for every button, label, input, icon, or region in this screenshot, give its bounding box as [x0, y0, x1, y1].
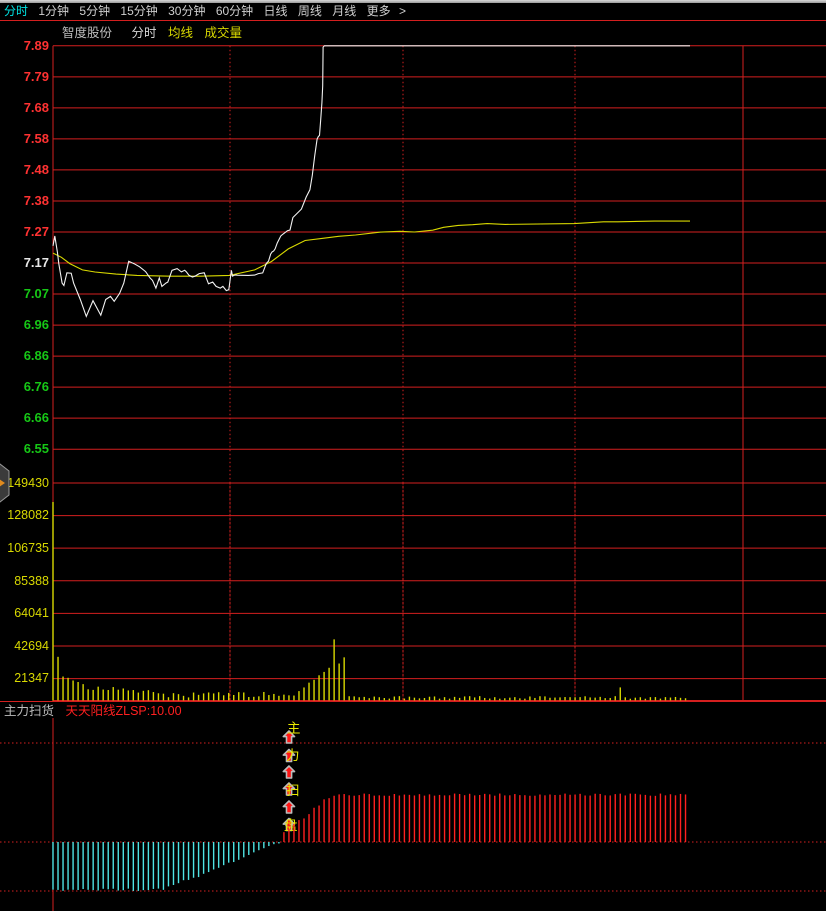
svg-text:扫: 扫 — [286, 783, 300, 798]
svg-text:盘: 盘 — [284, 817, 298, 833]
svg-text:主: 主 — [287, 721, 301, 736]
svg-text:力: 力 — [286, 748, 300, 763]
